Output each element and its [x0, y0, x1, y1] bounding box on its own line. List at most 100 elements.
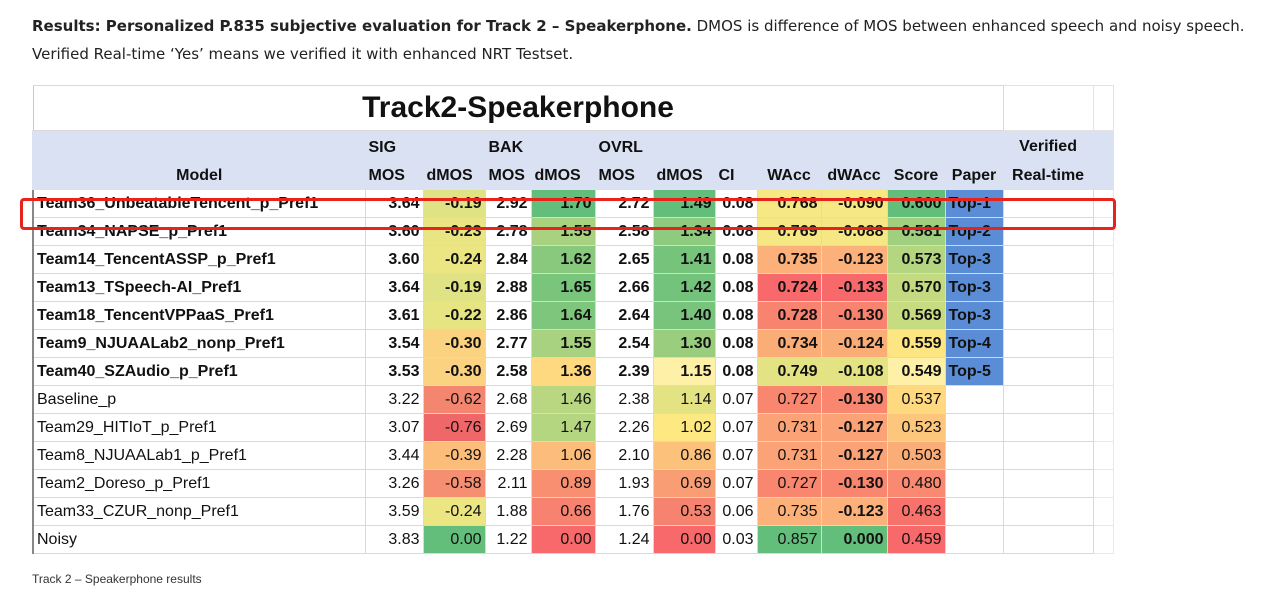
bak-dmos-cell: 1.06: [530, 441, 596, 470]
ci-cell: 0.07: [714, 441, 758, 470]
caption-text: DMOS is difference of MOS between enhanc…: [32, 17, 1245, 63]
header-bak: BAK: [484, 130, 532, 162]
table-row: Team14_TencentASSP_p_Pref1 3.60 -0.24 2.84 1…: [32, 245, 1114, 274]
col-header-bak-dmos: dMOS: [530, 161, 596, 190]
model-cell: Team14_TencentASSP_p_Pref1: [32, 245, 366, 274]
row-spacer: [1092, 329, 1114, 358]
ci-cell: 0.08: [714, 301, 758, 330]
wacc-cell: 0.728: [756, 301, 822, 330]
col-header-sig-mos: MOS: [364, 161, 424, 190]
paper-cell: [944, 469, 1004, 498]
model-cell: Baseline_p: [32, 385, 366, 414]
wacc-cell: 0.727: [756, 469, 822, 498]
realtime-cell: [1002, 273, 1094, 302]
header-blank: [820, 130, 888, 162]
paper-cell: Top-2: [944, 217, 1004, 246]
score-cell: 0.559: [886, 329, 946, 358]
sig-mos-cell: 3.44: [364, 441, 424, 470]
paper-cell: Top-1: [944, 189, 1004, 218]
ovrl-dmos-cell: 0.53: [652, 497, 716, 526]
col-header-paper: Paper: [944, 161, 1004, 190]
sig-dmos-cell: -0.62: [422, 385, 486, 414]
score-cell: 0.459: [886, 525, 946, 554]
realtime-cell: [1002, 469, 1094, 498]
ci-cell: 0.08: [714, 217, 758, 246]
model-cell: Team29_HITIoT_p_Pref1: [32, 413, 366, 442]
model-cell: Team2_Doreso_p_Pref1: [32, 469, 366, 498]
model-cell: Team36_UnbeatableTencent_p_Pref1: [32, 189, 366, 218]
ovrl-mos-cell: 2.10: [594, 441, 654, 470]
sig-mos-cell: 3.07: [364, 413, 424, 442]
sig-dmos-cell: -0.24: [422, 245, 486, 274]
ci-cell: 0.08: [714, 329, 758, 358]
score-cell: 0.569: [886, 301, 946, 330]
bak-mos-cell: 2.84: [484, 245, 532, 274]
sig-mos-cell: 3.54: [364, 329, 424, 358]
bak-mos-cell: 1.88: [484, 497, 532, 526]
wacc-cell: 0.857: [756, 525, 822, 554]
ovrl-dmos-cell: 1.15: [652, 357, 716, 386]
dwacc-cell: -0.130: [820, 385, 888, 414]
ci-cell: 0.08: [714, 357, 758, 386]
realtime-cell: [1002, 329, 1094, 358]
ovrl-dmos-cell: 1.40: [652, 301, 716, 330]
bak-mos-cell: 2.86: [484, 301, 532, 330]
paper-cell: Top-3: [944, 273, 1004, 302]
row-spacer: [1092, 525, 1114, 554]
header-blank: [530, 130, 596, 162]
col-header-bak-mos: MOS: [484, 161, 532, 190]
ovrl-dmos-cell: 1.41: [652, 245, 716, 274]
table-row: Team2_Doreso_p_Pref1 3.26 -0.58 2.11 0.89 1.9…: [32, 469, 1114, 498]
paper-cell: [944, 385, 1004, 414]
bak-mos-cell: 2.92: [484, 189, 532, 218]
row-spacer: [1092, 413, 1114, 442]
row-spacer: [1092, 245, 1114, 274]
ci-cell: 0.03: [714, 525, 758, 554]
table-title-row: Track2-Speakerphone: [32, 85, 1114, 131]
sig-mos-cell: 3.61: [364, 301, 424, 330]
ovrl-dmos-cell: 1.42: [652, 273, 716, 302]
table-row: Team13_TSpeech-AI_Pref1 3.64 -0.19 2.88 1.65…: [32, 273, 1114, 302]
sig-mos-cell: 3.64: [364, 273, 424, 302]
score-cell: 0.503: [886, 441, 946, 470]
sig-mos-cell: 3.60: [364, 245, 424, 274]
model-cell: Noisy: [32, 525, 366, 554]
header-ovrl: OVRL: [594, 130, 654, 162]
wacc-cell: 0.768: [756, 189, 822, 218]
header-sig: SIG: [364, 130, 424, 162]
col-header-ovrl-dmos: dMOS: [652, 161, 716, 190]
paper-cell: [944, 441, 1004, 470]
ovrl-dmos-cell: 0.86: [652, 441, 716, 470]
results-table: Track2-Speakerphone SIG BAK OVRL Verifie…: [32, 85, 1114, 554]
figure-caption: Track 2 – Speakerphone results: [32, 572, 202, 586]
paper-cell: [944, 413, 1004, 442]
results-table-wrap: Track2-Speakerphone SIG BAK OVRL Verifie…: [32, 85, 1114, 561]
sig-dmos-cell: -0.23: [422, 217, 486, 246]
realtime-cell: [1002, 301, 1094, 330]
ovrl-mos-cell: 2.65: [594, 245, 654, 274]
caption: Results: Personalized P.835 subjective e…: [32, 12, 1262, 68]
dwacc-cell: -0.123: [820, 497, 888, 526]
bak-dmos-cell: 1.55: [530, 217, 596, 246]
dwacc-cell: -0.108: [820, 357, 888, 386]
sig-dmos-cell: -0.58: [422, 469, 486, 498]
header-blank: [886, 130, 946, 162]
sig-dmos-cell: -0.30: [422, 329, 486, 358]
score-cell: 0.463: [886, 497, 946, 526]
ovrl-mos-cell: 1.76: [594, 497, 654, 526]
header-verified: Verified: [1002, 130, 1094, 162]
header-blank: [652, 130, 716, 162]
model-cell: Team18_TencentVPPaaS_Pref1: [32, 301, 366, 330]
table-row: Team9_NJUAALab2_nonp_Pref1 3.54 -0.30 2.77 1…: [32, 329, 1114, 358]
bak-dmos-cell: 1.62: [530, 245, 596, 274]
ovrl-mos-cell: 2.54: [594, 329, 654, 358]
ovrl-mos-cell: 2.66: [594, 273, 654, 302]
score-cell: 0.480: [886, 469, 946, 498]
row-spacer: [1092, 217, 1114, 246]
table-row: Team36_UnbeatableTencent_p_Pref1 3.64 -0.1…: [32, 189, 1114, 218]
bak-mos-cell: 1.22: [484, 525, 532, 554]
dwacc-cell: -0.130: [820, 469, 888, 498]
sig-mos-cell: 3.26: [364, 469, 424, 498]
table-title: Track2-Speakerphone: [32, 85, 1004, 131]
paper-cell: Top-3: [944, 245, 1004, 274]
